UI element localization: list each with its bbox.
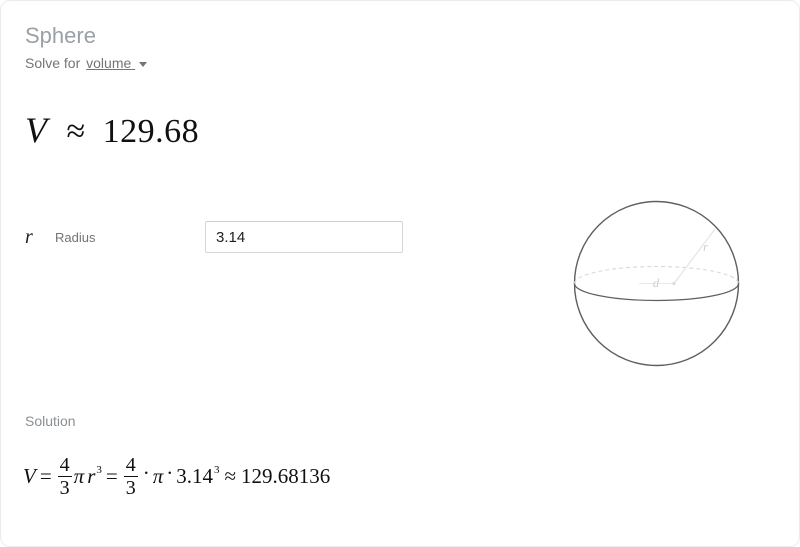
formula-approx: ≈ xyxy=(225,464,237,489)
result-value: 129.68 xyxy=(103,113,200,150)
formula-pi1: π xyxy=(74,464,85,489)
formula-eq2: = xyxy=(106,464,118,489)
formula-dot1: · xyxy=(143,461,150,486)
calculator-card: Sphere Solve for volume V ≈ 129.68 r Rad… xyxy=(0,0,800,547)
radius-symbol: r xyxy=(25,226,55,249)
chevron-down-icon[interactable] xyxy=(139,62,147,67)
formula-exp1: 3 xyxy=(96,464,102,476)
diameter-label: d xyxy=(653,275,660,290)
solve-for-row: Solve for volume xyxy=(25,55,775,71)
result-display: V ≈ 129.68 xyxy=(25,109,775,151)
radius-label: r xyxy=(703,239,709,254)
solution-heading: Solution xyxy=(25,413,76,429)
solution-formula: V = 4 3 π r 3 = 4 3 · π · 3.14 3 ≈ 129.6… xyxy=(23,451,330,501)
shape-title: Sphere xyxy=(25,23,775,49)
result-relation: ≈ xyxy=(67,113,86,150)
formula-dot2: · xyxy=(166,461,173,486)
formula-exp2: 3 xyxy=(214,464,220,476)
solve-for-prefix: Solve for xyxy=(25,55,80,71)
formula-eq1: = xyxy=(40,464,52,489)
sphere-diagram: d r xyxy=(569,196,744,371)
formula-frac1: 4 3 xyxy=(58,455,72,498)
formula-pi2: π xyxy=(153,464,164,489)
formula-frac2: 4 3 xyxy=(124,455,138,498)
radius-label: Radius xyxy=(55,230,205,245)
radius-input[interactable] xyxy=(205,221,403,253)
formula-result-long: 129.68136 xyxy=(241,464,330,489)
solve-for-target: volume xyxy=(86,55,131,71)
formula-r: r xyxy=(87,464,95,489)
radius-line xyxy=(674,229,715,284)
solve-for-dropdown[interactable]: volume xyxy=(86,55,135,71)
formula-V: V xyxy=(23,464,36,489)
formula-radius-value: 3.14 xyxy=(176,464,213,489)
result-symbol: V xyxy=(25,110,48,150)
